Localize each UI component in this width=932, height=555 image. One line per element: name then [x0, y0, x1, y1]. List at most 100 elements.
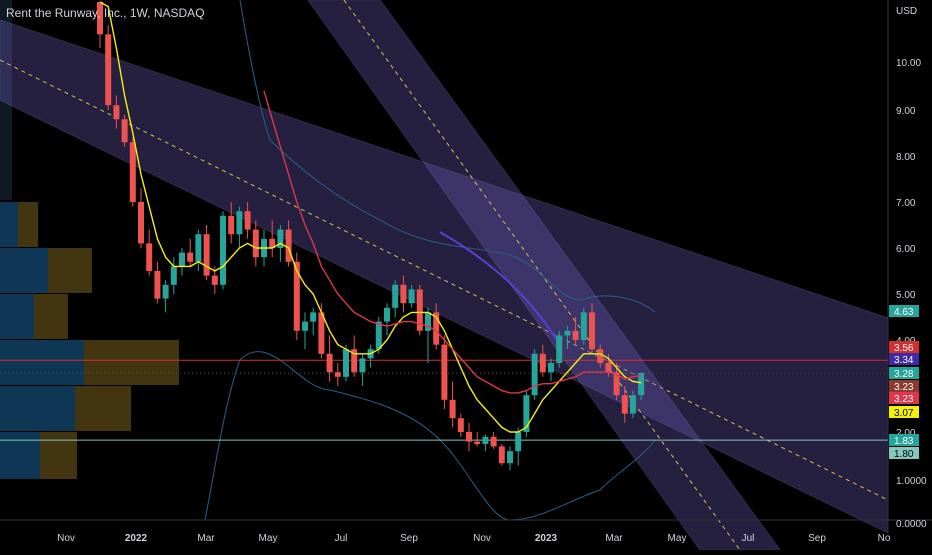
candle-body: [293, 261, 300, 331]
price-labels: 4.63 3.563.34 3.28 3.233.23 3.07 1.83 1.80: [889, 305, 919, 460]
candle-body: [425, 312, 431, 331]
candle-body: [630, 395, 636, 414]
candle-body: [310, 312, 317, 322]
candle-body: [269, 238, 276, 248]
candle-body: [564, 330, 571, 336]
candle-body: [154, 271, 161, 299]
candle-body: [138, 202, 144, 244]
moving-averages: [99, 1, 642, 433]
candle-body: [195, 234, 202, 262]
candle-body: [244, 211, 251, 230]
candle-body: [359, 358, 366, 373]
x-tick-label: Mar: [605, 533, 623, 544]
price-label-box: [889, 392, 919, 404]
price-label-box: [889, 447, 919, 459]
candle-body: [589, 312, 595, 350]
candlesticks: [97, 2, 645, 471]
candle-body: [121, 119, 128, 143]
price-label-text: 1.80: [894, 449, 914, 460]
candle-body: [613, 372, 620, 396]
y-tick-label: 1.0000: [896, 476, 927, 487]
candle-body: [441, 344, 448, 400]
candle-body: [449, 399, 456, 419]
candle-body: [236, 211, 243, 235]
candle-body: [228, 215, 235, 235]
candle-body: [113, 105, 120, 120]
volume-profile-bar: [0, 0, 12, 200]
candle-body: [318, 312, 325, 354]
candle-body: [621, 395, 628, 414]
volume-profile-bar: [0, 386, 75, 431]
candle-body: [474, 441, 481, 444]
bollinger-bands: [204, 0, 656, 521]
yellow-moving-average: [99, 1, 642, 433]
price-label-text: 3.28: [894, 369, 914, 380]
red-moving-average: [263, 90, 642, 394]
x-tick-label: Sep: [400, 533, 418, 544]
volume-profile-bar: [0, 202, 18, 247]
candle-body: [326, 353, 333, 373]
candle-body: [466, 432, 472, 442]
candle-body: [334, 372, 341, 377]
candle-body: [162, 284, 169, 299]
currency-label: USD: [896, 6, 918, 17]
y-tick-label: 9.00: [896, 106, 916, 117]
x-tick-label: Nov: [473, 533, 491, 544]
price-label-text: 1.83: [894, 436, 914, 447]
lower-band: [204, 351, 656, 521]
candle-body: [285, 229, 292, 262]
volume-profile-bar: [75, 386, 131, 431]
price-label-box: [889, 341, 919, 353]
y-tick-label: 10.00: [896, 58, 921, 69]
candle-body: [597, 349, 604, 363]
candle-body: [170, 266, 177, 285]
candle-body: [572, 330, 579, 340]
candle-body: [129, 142, 136, 202]
candle-body: [539, 353, 546, 373]
candle-body: [343, 349, 349, 377]
x-tick-label: No: [878, 533, 891, 544]
upper-band: [239, 0, 656, 313]
candle-body: [515, 432, 522, 452]
chart-title: Rent the Runway, Inc., 1W, NASDAQ: [6, 6, 205, 20]
price-label-text: 3.56: [894, 343, 914, 354]
candle-body: [384, 307, 390, 322]
purple-ma: [439, 231, 561, 346]
candle-body: [211, 275, 218, 285]
candle-body: [179, 252, 185, 267]
price-label-box: [889, 305, 919, 317]
candle-body: [187, 252, 194, 262]
candle-body: [252, 229, 259, 258]
candle-body: [351, 349, 358, 373]
candle-body: [457, 418, 464, 432]
candle-body: [105, 34, 112, 106]
volume-profile-bar: [0, 340, 84, 385]
x-tick-label: 2022: [125, 533, 148, 544]
price-label-box: [889, 380, 919, 392]
x-tick-label: Mar: [197, 533, 215, 544]
price-label-box: [889, 406, 919, 418]
volume-profile-bar: [84, 340, 179, 385]
price-label-text: 3.07: [894, 408, 914, 419]
price-label-text: 3.34: [894, 355, 914, 366]
volume-profile-bar: [40, 432, 77, 479]
y-tick-label: 5.00: [896, 290, 916, 301]
y-tick-label: 2.00: [896, 428, 916, 439]
candle-body: [302, 321, 308, 331]
y-tick-label: 7.00: [896, 198, 916, 209]
candle-body: [498, 446, 505, 464]
candle-body: [375, 321, 382, 350]
x-tick-label: Jul: [742, 533, 755, 544]
y-tick-label: 6.00: [896, 244, 916, 255]
volume-profile-bar: [0, 294, 34, 339]
volume-profile: [0, 0, 179, 479]
candle-body: [548, 363, 554, 373]
x-tick-label: May: [259, 533, 278, 544]
x-tick-label: Nov: [57, 533, 75, 544]
volume-profile-bar: [18, 202, 38, 247]
candle-body: [433, 312, 440, 345]
x-tick-label: Sep: [808, 533, 826, 544]
price-label-text: 3.23: [894, 382, 914, 393]
